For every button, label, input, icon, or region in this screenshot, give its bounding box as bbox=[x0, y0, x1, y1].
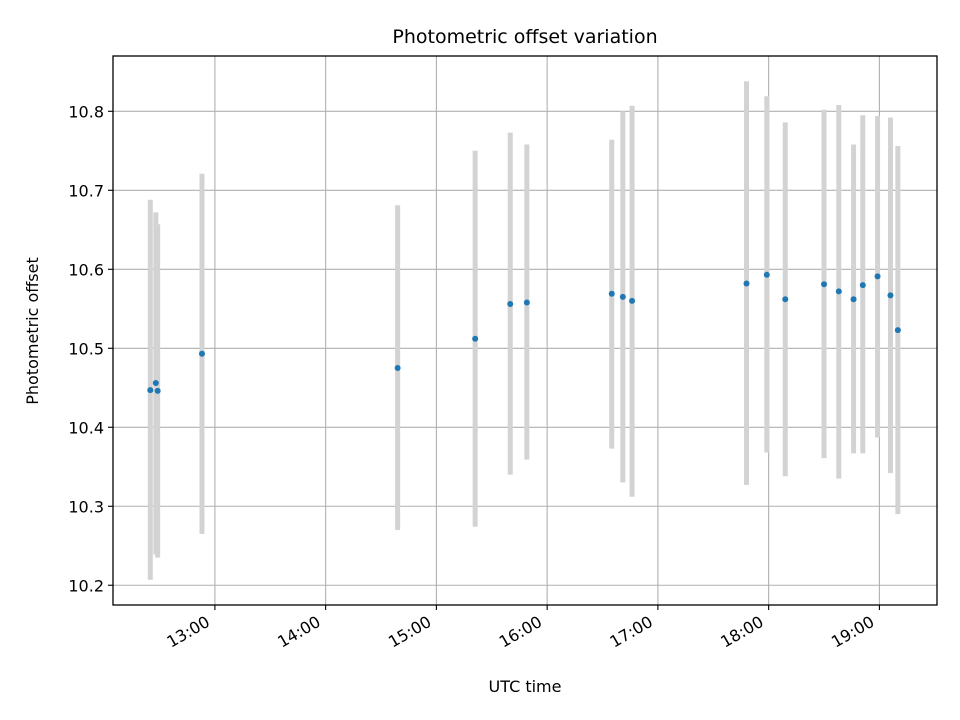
data-point bbox=[394, 365, 401, 372]
data-point bbox=[154, 387, 161, 394]
y-tick-label: 10.8 bbox=[68, 102, 104, 121]
data-point bbox=[894, 327, 901, 334]
y-tick-label: 10.4 bbox=[68, 418, 104, 437]
y-tick-label: 10.6 bbox=[68, 260, 104, 279]
data-point bbox=[782, 296, 789, 303]
chart-title: Photometric offset variation bbox=[392, 26, 657, 48]
plot-frame bbox=[112, 55, 938, 606]
data-point bbox=[629, 297, 636, 304]
data-point bbox=[835, 288, 842, 295]
y-axis: 10.2 10.3 10.4 10.5 10.6 10.7 10.8 bbox=[68, 102, 113, 595]
data-point bbox=[507, 301, 514, 308]
data-point bbox=[874, 273, 881, 280]
x-axis-title: UTC time bbox=[489, 677, 562, 696]
data-point bbox=[859, 282, 866, 289]
data-point bbox=[608, 290, 615, 297]
data-point bbox=[619, 293, 626, 300]
y-tick-label: 10.2 bbox=[68, 576, 104, 595]
data-point bbox=[472, 335, 479, 342]
data-point bbox=[743, 280, 750, 287]
data-point bbox=[147, 387, 154, 394]
data-point bbox=[763, 271, 770, 278]
y-tick-label: 10.7 bbox=[68, 181, 104, 200]
y-tick-label: 10.3 bbox=[68, 497, 104, 516]
data-point bbox=[152, 380, 159, 387]
data-points bbox=[147, 271, 901, 394]
data-point bbox=[887, 292, 894, 299]
y-axis-title: Photometric offset bbox=[23, 257, 42, 405]
y-tick-label: 10.5 bbox=[68, 339, 104, 358]
data-point bbox=[523, 299, 530, 306]
data-point bbox=[821, 281, 828, 288]
data-point bbox=[198, 350, 205, 357]
data-point bbox=[850, 296, 857, 303]
